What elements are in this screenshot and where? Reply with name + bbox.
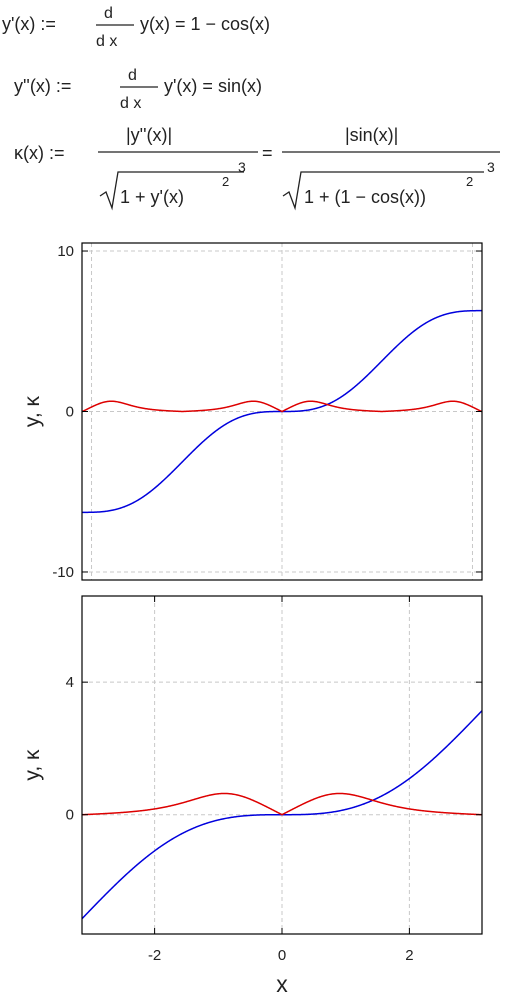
y-tick-label: 0 [66,807,74,824]
y-axis-label: y, κ [21,395,44,427]
eq3-cube-2: 3 [487,159,495,175]
y-tick-label: 10 [57,243,74,260]
equations-block: y'(x) := d d x y(x) = 1 − cos(x) y''(x) … [2,5,500,211]
eq2-denominator: d x [120,95,141,112]
eq3-equals: = [262,143,273,163]
eq1-rhs: y(x) = 1 − cos(x) [140,14,270,34]
series-line-kappa [82,792,482,816]
y-tick-label: 0 [66,404,74,421]
eq3-square-2: 2 [466,174,473,189]
eq2-rhs: y'(x) = sin(x) [164,76,262,96]
chart-top: -10 0 10 y, κ [21,242,483,581]
sqrt-sign-1 [99,171,244,211]
chart-bottom: 0 4 -2 0 2 y, κ x [21,595,483,997]
y-axis-label: y, κ [21,749,44,781]
y-tick-label: 4 [66,674,74,691]
eq1-lhs: y'(x) := [2,14,56,34]
y-tick-label: -10 [52,564,74,581]
series-line-kappa [82,400,482,413]
eq1-denominator: d x [96,33,117,50]
sqrt-sign-2 [282,171,484,211]
eq2-lhs: y''(x) := [14,76,71,96]
eq3-denominator-2: 1 + (1 − cos(x)) [304,187,426,207]
eq3-square-1: 2 [222,174,229,189]
eq1-numerator: d [104,5,113,22]
eq3-numerator-2: |sin(x)| [345,125,398,145]
x-tick-label: -2 [148,947,161,964]
eq2-numerator: d [128,67,137,84]
x-tick-label: 0 [278,947,286,964]
eq3-cube-1: 3 [238,159,246,175]
x-axis-label: x [276,971,288,997]
x-tick-label: 2 [405,947,413,964]
eq3-denominator-1: 1 + y'(x) [120,187,184,207]
eq3-numerator-1: |y''(x)| [126,125,172,145]
eq3-lhs: κ(x) := [14,143,65,163]
